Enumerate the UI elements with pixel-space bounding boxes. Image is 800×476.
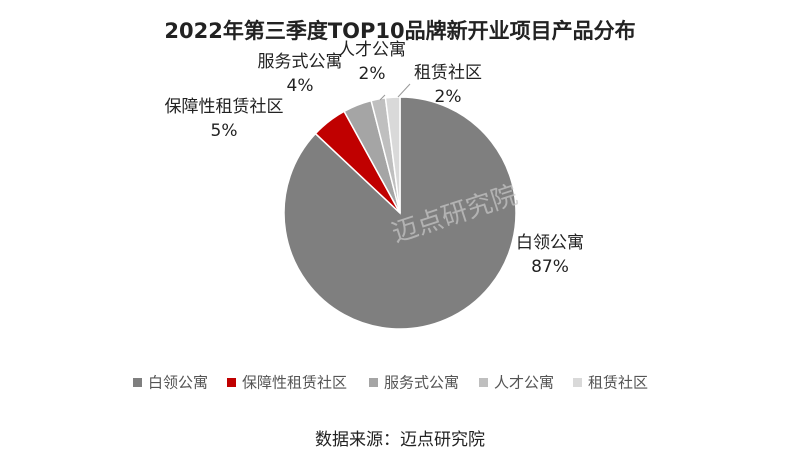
- legend-swatch: [227, 378, 236, 387]
- slice-label-value: 2%: [359, 64, 386, 84]
- slice-label-name: 白领公寓: [516, 233, 584, 253]
- chart-title: 2022年第三季度TOP10品牌新开业项目产品分布: [164, 19, 635, 43]
- legend-swatch: [369, 378, 378, 387]
- slice-label-name: 租赁社区: [414, 63, 482, 83]
- legend-label: 保障性租赁社区: [242, 374, 347, 392]
- pie-slice: [384, 96, 401, 214]
- slice-label-name: 保障性租赁社区: [165, 97, 284, 117]
- slice-label-value: 4%: [287, 76, 314, 96]
- leader-line: [397, 83, 411, 98]
- legend-swatch: [573, 378, 582, 387]
- slice-label-name: 人才公寓: [338, 40, 406, 60]
- slice-label-value: 87%: [531, 257, 569, 277]
- legend: 白领公寓 保障性租赁社区 服务式公寓 人才公寓 租赁社区: [133, 374, 648, 392]
- legend-label: 租赁社区: [588, 374, 648, 392]
- legend-label: 人才公寓: [494, 374, 554, 392]
- source-note: 数据来源：迈点研究院: [315, 430, 485, 450]
- slice-label-name: 服务式公寓: [258, 52, 343, 72]
- slice-label-value: 5%: [211, 121, 238, 141]
- legend-swatch: [133, 378, 142, 387]
- legend-label: 白领公寓: [148, 374, 208, 392]
- leader-line: [379, 94, 386, 101]
- slice-label-value: 2%: [435, 87, 462, 107]
- legend-label: 服务式公寓: [384, 374, 459, 392]
- pie: 白领公寓 87% 保障性租赁社区 5% 服务式公寓 4% 人才公寓 2% 租赁社区 2%: [165, 40, 584, 330]
- legend-swatch: [479, 378, 488, 387]
